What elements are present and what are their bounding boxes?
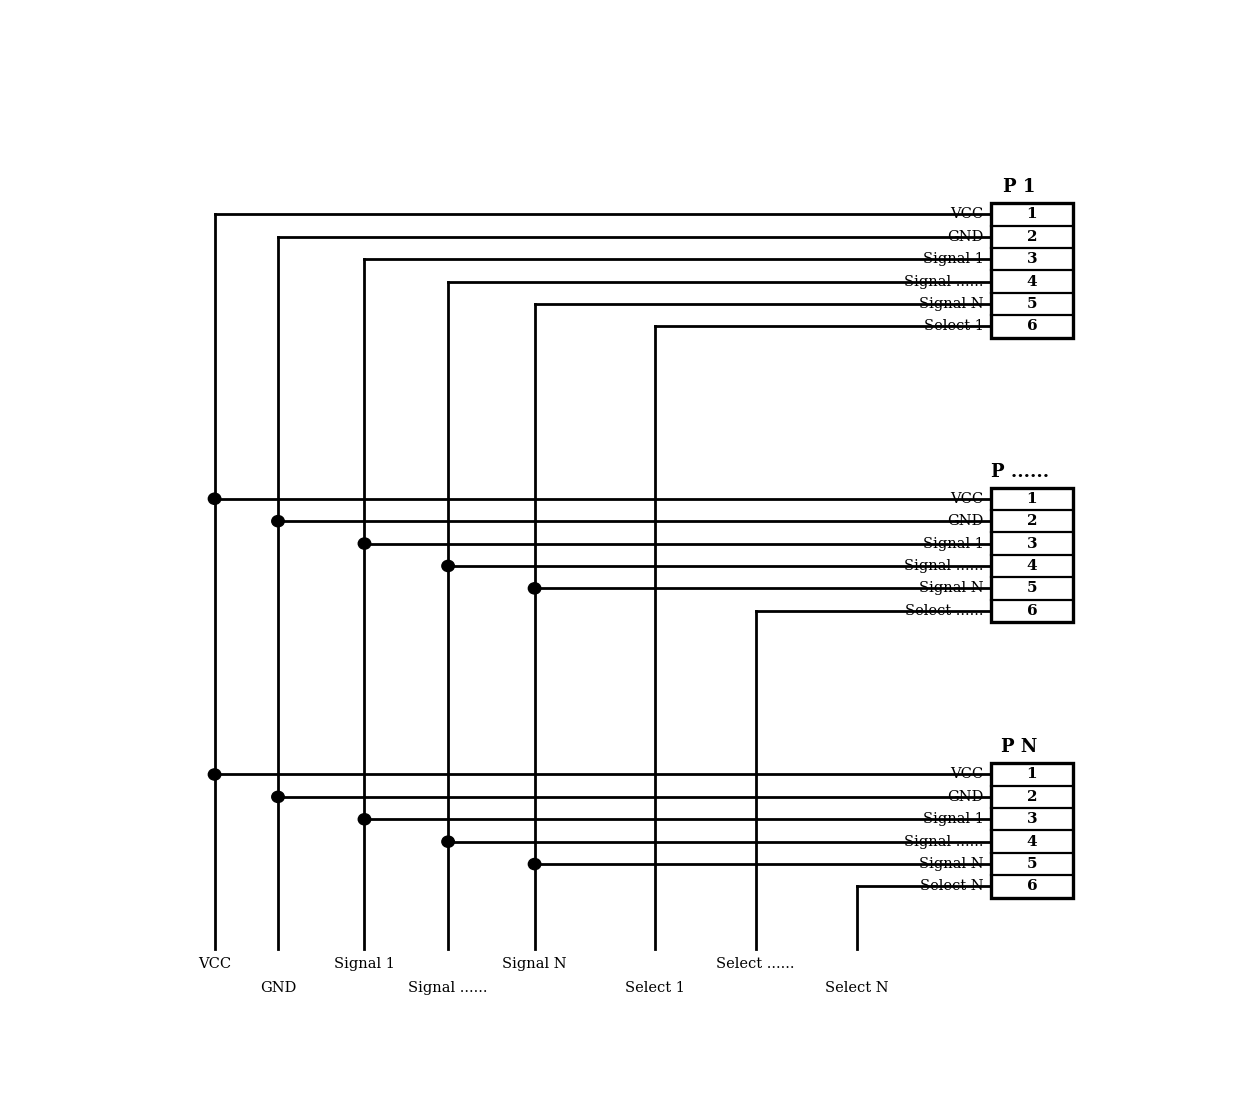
Text: Signal ......: Signal ...... <box>904 835 983 848</box>
Text: 3: 3 <box>1027 252 1037 266</box>
Text: VCC: VCC <box>198 957 231 971</box>
Text: 4: 4 <box>1027 274 1037 289</box>
Text: Select 1: Select 1 <box>924 319 983 333</box>
Text: 2: 2 <box>1027 790 1037 803</box>
Text: 6: 6 <box>1027 319 1037 333</box>
Text: 2: 2 <box>1027 514 1037 528</box>
Text: Select ......: Select ...... <box>717 957 795 971</box>
Text: 1: 1 <box>1027 207 1037 222</box>
Text: P ......: P ...... <box>991 462 1049 481</box>
Circle shape <box>441 836 454 847</box>
Circle shape <box>441 561 454 572</box>
Text: GND: GND <box>947 790 983 803</box>
Circle shape <box>208 493 221 505</box>
Text: Select ......: Select ...... <box>905 604 983 618</box>
Text: Select 1: Select 1 <box>625 981 684 995</box>
Text: 5: 5 <box>1027 582 1037 595</box>
Text: Signal 1: Signal 1 <box>334 957 394 971</box>
Text: P 1: P 1 <box>1003 178 1035 196</box>
Text: 6: 6 <box>1027 880 1037 893</box>
Text: 4: 4 <box>1027 835 1037 848</box>
Text: 6: 6 <box>1027 604 1037 618</box>
Circle shape <box>272 516 284 527</box>
Text: GND: GND <box>260 981 296 995</box>
Text: Select N: Select N <box>825 981 888 995</box>
Text: Signal 1: Signal 1 <box>923 812 983 826</box>
Circle shape <box>358 538 371 549</box>
Text: 3: 3 <box>1027 812 1037 826</box>
Text: 4: 4 <box>1027 560 1037 573</box>
Text: Signal ......: Signal ...... <box>904 560 983 573</box>
Text: Signal ......: Signal ...... <box>408 981 487 995</box>
Text: Signal N: Signal N <box>919 582 983 595</box>
Text: VCC: VCC <box>950 207 983 222</box>
Circle shape <box>528 583 541 594</box>
Text: Signal N: Signal N <box>502 957 567 971</box>
FancyBboxPatch shape <box>991 488 1073 622</box>
Circle shape <box>528 858 541 869</box>
Text: Signal ......: Signal ...... <box>904 274 983 289</box>
Text: GND: GND <box>947 514 983 528</box>
Text: P N: P N <box>1002 739 1038 756</box>
FancyBboxPatch shape <box>991 204 1073 338</box>
Text: Signal 1: Signal 1 <box>923 536 983 551</box>
Text: Signal 1: Signal 1 <box>923 252 983 266</box>
Text: GND: GND <box>947 229 983 244</box>
Circle shape <box>358 814 371 825</box>
Text: 5: 5 <box>1027 297 1037 311</box>
Text: Signal N: Signal N <box>919 297 983 311</box>
Text: VCC: VCC <box>950 491 983 506</box>
Text: 3: 3 <box>1027 536 1037 551</box>
Text: Select N: Select N <box>920 880 983 893</box>
Text: 1: 1 <box>1027 768 1037 781</box>
Circle shape <box>208 769 221 780</box>
FancyBboxPatch shape <box>991 763 1073 897</box>
Text: 2: 2 <box>1027 229 1037 244</box>
Text: 5: 5 <box>1027 857 1037 871</box>
Text: Signal N: Signal N <box>919 857 983 871</box>
Circle shape <box>272 791 284 802</box>
Text: 1: 1 <box>1027 491 1037 506</box>
Text: VCC: VCC <box>950 768 983 781</box>
